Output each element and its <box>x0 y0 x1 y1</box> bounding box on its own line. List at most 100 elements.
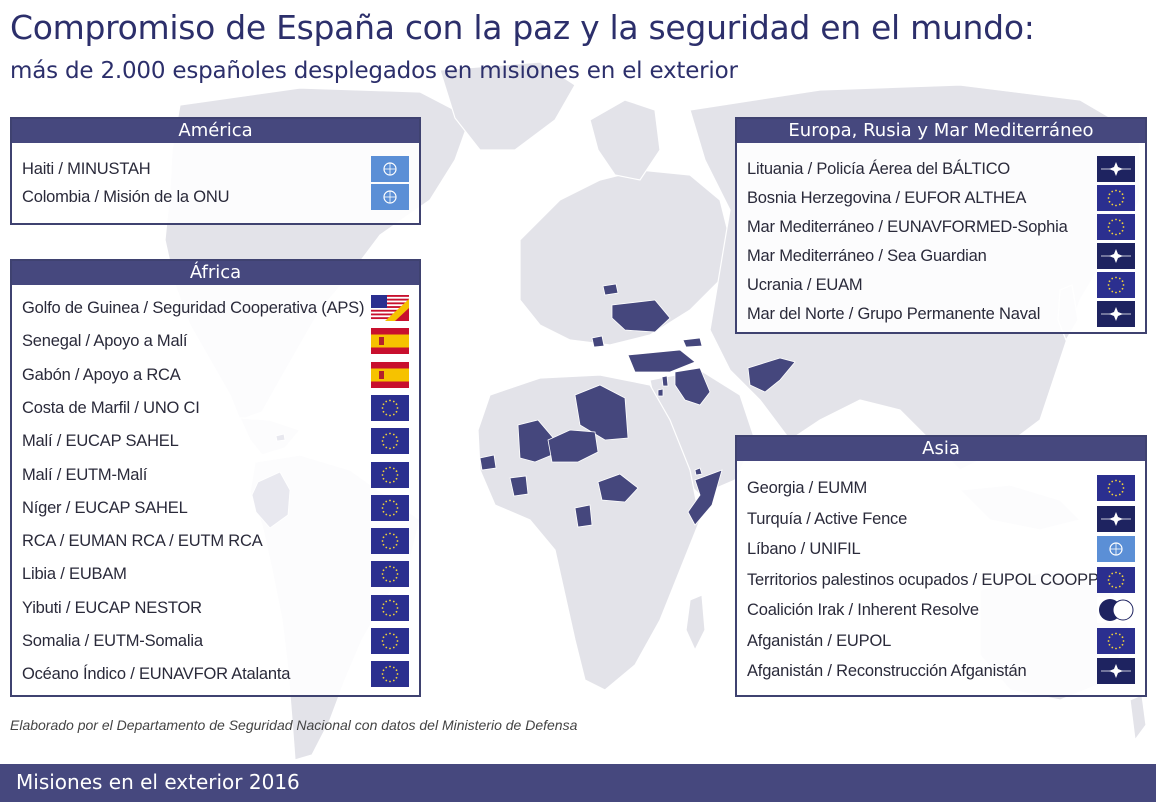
footer-bar: Misiones en el exterior 2016 <box>0 764 1156 802</box>
eu-flag-icon <box>1097 627 1135 654</box>
eu-flag-icon <box>371 528 409 555</box>
mission-row: Níger / EUCAP SAHEL <box>22 494 411 523</box>
mission-row: Afganistán / Reconstrucción Afganistán <box>747 658 1137 686</box>
un-flag-icon <box>371 156 409 182</box>
mission-row: Costa de Marfil / UNO CI <box>22 394 411 423</box>
mission-label: Georgia / EUMM <box>747 479 868 497</box>
footer-label: Misiones en el exterior 2016 <box>16 770 300 794</box>
mission-label: Costa de Marfil / UNO CI <box>22 398 200 417</box>
mission-label: Lituania / Policía Áerea del BÁLTICO <box>747 160 1011 178</box>
mission-row: Mar Mediterráneo / Sea Guardian <box>747 243 1137 271</box>
mission-row: Turquía / Active Fence <box>747 505 1137 534</box>
mission-row: Líbano / UNIFIL <box>747 536 1137 564</box>
mission-row: Territorios palestinos ocupados / EUPOL … <box>747 566 1137 595</box>
ukraine-region <box>611 299 671 333</box>
coalition-icon <box>1097 597 1135 623</box>
eu-flag-icon <box>371 594 409 621</box>
mission-label: RCA / EUMAN RCA / EUTM RCA <box>22 532 263 551</box>
credit-note: Elaborado por el Departamento de Segurid… <box>10 717 578 733</box>
niger-region <box>547 429 599 463</box>
eu-flag-icon <box>371 394 409 421</box>
mission-row: Malí / EUCAP SAHEL <box>22 428 411 456</box>
nato-flag-icon <box>1097 505 1135 532</box>
turkey-region <box>627 349 696 373</box>
mission-label: Océano Índico / EUNAVFOR Atalanta <box>22 665 291 684</box>
nato-flag-icon <box>1097 156 1135 182</box>
mission-row: RCA / EUMAN RCA / EUTM RCA <box>22 528 411 556</box>
eu-flag-icon <box>371 461 409 488</box>
mission-label: Mar del Norte / Grupo Permanente Naval <box>747 305 1041 323</box>
mission-label: Coalición Irak / Inherent Resolve <box>747 601 979 619</box>
spain-flag-icon <box>371 328 409 355</box>
un-flag-icon <box>1097 536 1135 562</box>
mission-label: Afganistán / EUPOL <box>747 631 892 650</box>
libya-region <box>574 384 629 441</box>
car-region <box>597 473 639 503</box>
mission-row: Malí / EUTM-Malí <box>22 461 411 490</box>
nato-flag-icon <box>1097 301 1135 327</box>
palestine-region <box>657 388 664 397</box>
mission-row: Mar del Norte / Grupo Permanente Naval <box>747 301 1137 329</box>
mission-label: Afganistán / Reconstrucción Afganistán <box>747 662 1027 680</box>
mission-row: Colombia / Misión de la ONU <box>22 184 411 212</box>
mission-row: Haiti / MINUSTAH <box>22 156 411 184</box>
mission-row: Senegal / Apoyo a Malí <box>22 328 411 356</box>
mission-row: Yibuti / EUCAP NESTOR <box>22 594 411 623</box>
mission-label: Mar Mediterráneo / EUNAVFORMED-Sophia <box>747 218 1068 236</box>
mission-row: Gabón / Apoyo a RCA <box>22 361 411 390</box>
eu-flag-icon <box>1097 214 1135 240</box>
lebanon-region <box>661 375 669 387</box>
mission-row: Somalia / EUTM-Somalia <box>22 628 411 656</box>
madagascar-land <box>685 594 706 652</box>
djibouti-region <box>694 467 703 476</box>
bosnia-region <box>591 335 605 348</box>
eu-flag-icon <box>371 661 409 688</box>
mission-row: Bosnia Herzegovina / EUFOR ALTHEA <box>747 185 1137 213</box>
mission-label: Malí / EUCAP SAHEL <box>22 432 179 451</box>
mission-row: Lituania / Policía Áerea del BÁLTICO <box>747 156 1137 184</box>
afghanistan-region <box>747 357 796 393</box>
panel-asia: Asia Georgia / EUMM Turquía / Active Fenc… <box>735 435 1147 697</box>
mission-label: Senegal / Apoyo a Malí <box>22 332 188 351</box>
georgia-region <box>682 337 703 348</box>
panel-africa: África Golfo de Guinea / Seguridad Coope… <box>10 259 421 697</box>
panel-europa-heading: Europa, Rusia y Mar Mediterráneo <box>737 119 1145 143</box>
mission-label: Mar Mediterráneo / Sea Guardian <box>747 247 987 265</box>
iraq-region <box>674 367 711 406</box>
eu-flag-icon <box>371 628 409 654</box>
mission-label: Bosnia Herzegovina / EUFOR ALTHEA <box>747 189 1027 207</box>
mission-label: Yibuti / EUCAP NESTOR <box>22 598 202 617</box>
panel-europa: Europa, Rusia y Mar Mediterráneo Lituani… <box>735 117 1147 334</box>
mission-label: Turquía / Active Fence <box>747 509 908 528</box>
eu-flag-icon <box>371 494 409 521</box>
mission-row: Ucrania / EUAM <box>747 272 1137 300</box>
mission-label: Ucrania / EUAM <box>747 276 863 294</box>
mission-label: Haiti / MINUSTAH <box>22 160 151 178</box>
mission-row: Océano Índico / EUNAVFOR Atalanta <box>22 661 411 689</box>
nato-flag-icon <box>1097 243 1135 269</box>
senegal-region <box>479 454 497 471</box>
mission-label: Malí / EUTM-Malí <box>22 465 148 484</box>
greenland-land <box>439 61 576 151</box>
eu-flag-icon <box>1097 272 1135 298</box>
mission-row: Coalición Irak / Inherent Resolve <box>747 597 1137 625</box>
mission-label: Territorios palestinos ocupados / EUPOL … <box>747 570 1110 589</box>
mission-row: Georgia / EUMM <box>747 475 1137 503</box>
new-zealand-land <box>1129 694 1147 742</box>
mission-row: Libia / EUBAM <box>22 561 411 589</box>
nato-flag-icon <box>1097 658 1135 684</box>
mission-label: Golfo de Guinea / Seguridad Cooperativa … <box>22 299 365 317</box>
scandinavia-land <box>589 99 661 181</box>
eu-flag-icon <box>1097 566 1135 593</box>
eu-flag-icon <box>1097 185 1135 211</box>
mission-row: Golfo de Guinea / Seguridad Cooperativa … <box>22 295 411 323</box>
mission-row: Afganistán / EUPOL <box>747 627 1137 656</box>
page-title: Compromiso de España con la paz y la seg… <box>10 8 1035 47</box>
mission-label: Níger / EUCAP SAHEL <box>22 498 188 517</box>
eu-flag-icon <box>371 428 409 455</box>
eu-flag-icon <box>1097 475 1135 501</box>
panel-africa-heading: África <box>12 261 419 285</box>
panel-america: América Haiti / MINUSTAH Colombia / Misió… <box>10 117 421 225</box>
us-spain-flag-icon <box>371 295 409 321</box>
gabon-region <box>574 504 593 528</box>
